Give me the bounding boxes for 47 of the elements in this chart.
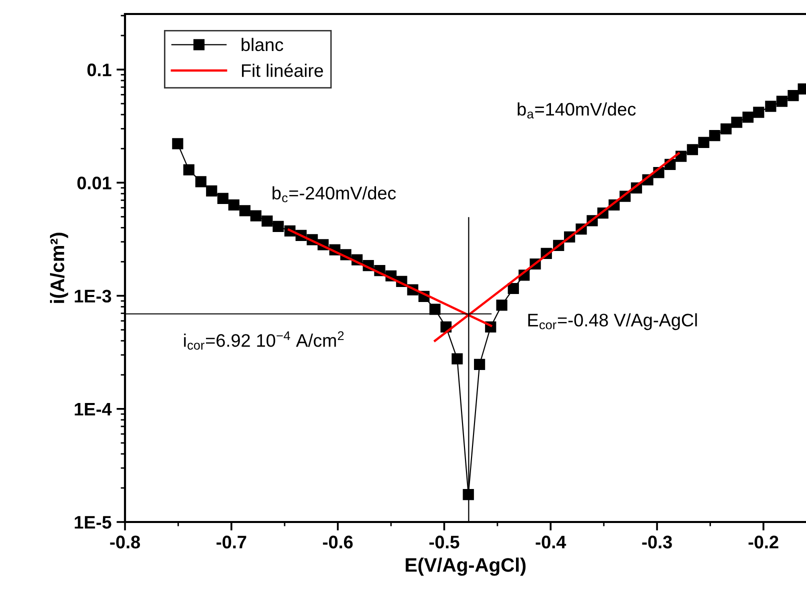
point [262,215,273,227]
point [474,358,486,370]
y-tick-label: 0.01 [77,176,112,190]
legend-label: blanc [242,38,284,52]
y-tick-label: 1E-3 [74,290,112,303]
point [508,282,519,294]
point [239,205,250,216]
x-tick-label: -0.2 [748,536,778,548]
point [742,112,754,123]
x-tick-label: -0.8 [110,536,140,548]
point [452,353,463,364]
y-tick-label: 1E-4 [74,403,112,416]
point [686,144,698,156]
point [183,164,194,176]
point [172,138,184,150]
point [720,123,732,134]
x-tick-label: -0.3 [642,536,672,548]
point [788,90,799,102]
x-tick-label: -0.6 [322,536,353,548]
point [462,488,474,500]
annotation: b$_{c}$=-240mV/dec [272,186,396,202]
annotation: E$_{cor}$=-0.48 V/Ag-AgCl [528,313,697,330]
annotation: b$_{a}$=140mV/dec [518,102,636,118]
point [709,130,720,142]
point [753,106,764,118]
y-tick-label: 1E-5 [74,516,112,529]
point [217,192,228,204]
point [206,185,218,197]
x-tick-label: -0.7 [216,536,246,548]
point [228,199,240,211]
legend-label: Fit linéaire [242,64,323,77]
x-tick-label: -0.5 [429,536,460,548]
point [776,96,788,107]
point [429,304,441,315]
point [272,220,284,232]
y-axis-title: i(A/cm²) [50,232,68,303]
point [676,150,687,162]
point [731,116,742,128]
annotation: i$_{cor}$=6.92 10$^{−4}$ A/cm$^{2}$ [184,331,344,350]
x-tick-label: -0.4 [536,536,566,548]
point [698,136,710,148]
point [195,176,206,188]
point [765,100,776,112]
point [250,210,262,222]
point [496,300,508,311]
x-axis-title: E(V/Ag-AgCl) [406,558,526,576]
y-tick-label: 0.1 [87,64,112,76]
